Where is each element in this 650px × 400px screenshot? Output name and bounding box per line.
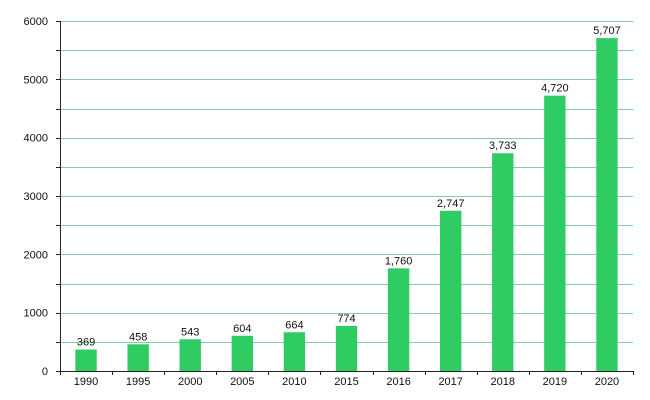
data-labels: 369 458 543 604 664 774 1,760 2,747 3,733 4,720 5,… xyxy=(77,25,621,348)
bar-2016 xyxy=(387,268,410,371)
bar-2017 xyxy=(440,210,462,371)
x-tick-label: 2019 xyxy=(543,376,567,388)
y-tick-label: 4000 xyxy=(24,133,48,145)
data-label-1990: 369 xyxy=(77,336,95,348)
x-tick-label: 2000 xyxy=(178,376,202,388)
x-tick-label: 2016 xyxy=(386,376,410,388)
gridlines xyxy=(60,21,633,343)
bar-1990 xyxy=(75,349,97,371)
data-label-1995: 458 xyxy=(129,331,147,343)
data-label-2016: 1,760 xyxy=(385,255,413,267)
x-tick-label: 2017 xyxy=(438,376,462,388)
y-tick-label: 1000 xyxy=(24,308,48,320)
bar-2010 xyxy=(283,332,306,371)
y-tick-label: 3000 xyxy=(24,191,48,203)
data-label-2018: 3,733 xyxy=(489,140,517,152)
bar-2015 xyxy=(335,325,358,371)
data-label-2019: 4,720 xyxy=(541,83,569,95)
bar-1995 xyxy=(127,344,149,371)
y-tick-label: 6000 xyxy=(24,16,48,28)
bar-2005 xyxy=(231,335,253,371)
y-tick-label: 5000 xyxy=(24,74,48,86)
data-label-2005: 604 xyxy=(233,323,251,335)
x-tick-label: 2015 xyxy=(334,376,358,388)
data-label-2020: 5,707 xyxy=(593,25,621,37)
axes: 0 1000 2000 3000 4000 5000 6000 1990 1995 2000 200… xyxy=(24,16,634,388)
x-tick-label: 2018 xyxy=(491,376,515,388)
data-label-2000: 543 xyxy=(181,326,199,338)
y-tick-label: 2000 xyxy=(24,249,48,261)
x-tick-label: 2005 xyxy=(230,376,254,388)
bars xyxy=(75,38,618,372)
x-tick-label: 2020 xyxy=(595,376,619,388)
data-label-2017: 2,747 xyxy=(437,198,465,210)
data-label-2015: 774 xyxy=(337,313,355,325)
bar-2019 xyxy=(544,95,566,372)
bar-2020 xyxy=(596,38,618,371)
x-tick-label: 2010 xyxy=(282,376,306,388)
x-tick-label: 1995 xyxy=(126,376,150,388)
bar-2000 xyxy=(179,339,201,371)
data-label-2010: 664 xyxy=(285,319,303,331)
y-tick-label: 0 xyxy=(42,366,48,378)
x-tick-label: 1990 xyxy=(74,376,98,388)
bar-2018 xyxy=(492,153,514,371)
